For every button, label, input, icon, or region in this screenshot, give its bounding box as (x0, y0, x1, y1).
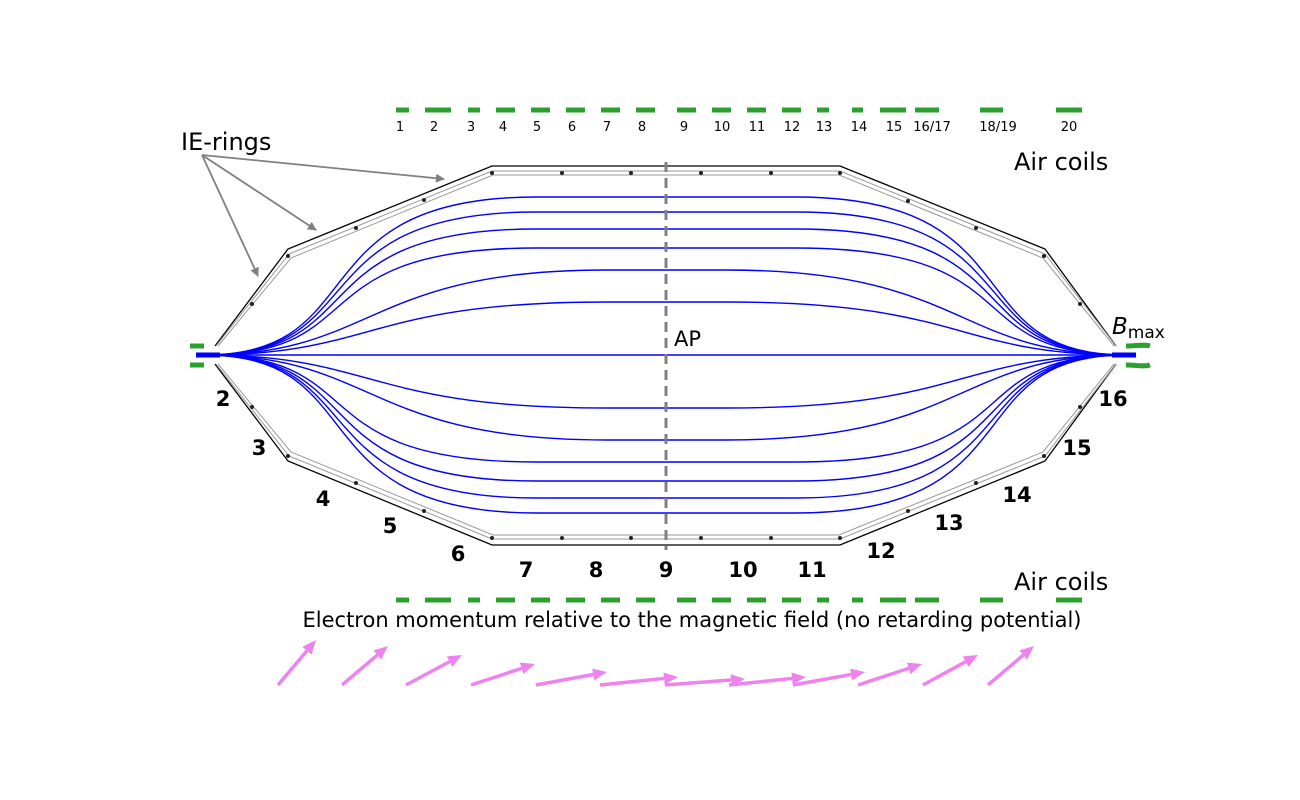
coil-number: 8 (638, 120, 646, 135)
field-line (204, 354, 1126, 463)
air-coils-top-label: Air coils (1014, 148, 1108, 176)
arrow-icon (535, 668, 607, 687)
ring-electrode-dot (629, 536, 633, 540)
arrow-icon (201, 154, 259, 277)
ring-electrode-dot (560, 171, 564, 175)
bmax-label: Bmax (1112, 314, 1165, 343)
arrow-icon (201, 154, 445, 183)
end-magnets (190, 342, 1151, 369)
analyzing-plane-label: AP (674, 327, 701, 351)
ie-pointer-arrows (201, 154, 445, 277)
segment-number: 10 (728, 558, 757, 582)
ring-electrode-dot (1042, 454, 1046, 458)
ring-electrode-dot (699, 171, 703, 175)
coil-number: 13 (816, 120, 833, 135)
arrow-icon (276, 640, 316, 687)
ring-electrode-dot (1078, 302, 1082, 306)
coil-number: 14 (851, 120, 868, 135)
bmax-subscript: max (1128, 323, 1165, 343)
coil-number: 5 (533, 120, 541, 135)
arrow-icon (405, 655, 462, 687)
coil-number: 11 (749, 120, 766, 135)
ring-electrode-dot (629, 171, 633, 175)
arrow-icon (857, 662, 922, 687)
segment-number: 12 (866, 539, 895, 563)
ring-electrode-dot (354, 481, 358, 485)
coil-number: 3 (467, 120, 475, 135)
segment-number: 3 (252, 436, 267, 460)
ring-electrode-dot (422, 198, 426, 202)
momentum-arrows (276, 640, 1034, 687)
field-line (204, 354, 1126, 514)
ring-electrode-dot (286, 254, 290, 258)
arrow-icon (922, 655, 978, 687)
bmax-main: B (1112, 314, 1128, 340)
ie-rings-label: IE-rings (181, 128, 271, 156)
coil-numbers: 1 2 3 4 5 6 7 8 9 10 11 12 13 14 15 16/17 18/19 20 (396, 120, 1077, 135)
coil-number: 1 (396, 120, 404, 135)
segment-number: 14 (1002, 483, 1031, 507)
ring-electrode-dot (250, 405, 254, 409)
segment-number: 2 (216, 387, 231, 411)
arrow-icon (986, 646, 1034, 687)
coil-number: 20 (1061, 120, 1078, 135)
coil-number: 9 (680, 120, 688, 135)
segment-number: 16 (1098, 387, 1127, 411)
field-line (204, 269, 1126, 356)
segment-number: 15 (1062, 436, 1091, 460)
ring-electrode-dot (769, 536, 773, 540)
segment-number: 8 (589, 558, 604, 582)
segment-number: 6 (451, 542, 466, 566)
ring-electrode-dot (699, 536, 703, 540)
ring-electrode-dot (490, 536, 494, 540)
ring-electrode-dot (974, 226, 978, 230)
momentum-caption: Electron momentum relative to the magnet… (303, 608, 1082, 632)
arrow-icon (728, 672, 806, 687)
segment-number: 5 (383, 514, 398, 538)
coil-number: 6 (568, 120, 576, 135)
coil-number: 12 (784, 120, 801, 135)
field-line (204, 301, 1126, 356)
ring-electrode-dot (1042, 254, 1046, 258)
coil-number: 2 (430, 120, 438, 135)
ring-electrode-dot (286, 454, 290, 458)
ring-electrode-dot (560, 536, 564, 540)
coil-number: 18/19 (979, 120, 1016, 135)
arrow-icon (599, 672, 678, 687)
coil-number: 4 (499, 120, 507, 135)
segment-numbers: 2 3 4 5 6 7 8 9 10 11 12 13 14 15 16 (216, 387, 1128, 582)
arrow-icon (470, 662, 535, 687)
ring-electrode-dot (769, 171, 773, 175)
coil-number: 15 (886, 120, 903, 135)
ring-electrode-dot (422, 509, 426, 513)
coil-number: 10 (714, 120, 731, 135)
ring-electrode-dots (250, 171, 1082, 540)
ring-electrode-dot (838, 536, 842, 540)
air-coils-bottom-label: Air coils (1014, 568, 1108, 596)
ring-electrode-dot (906, 509, 910, 513)
ring-electrode-dot (838, 171, 842, 175)
segment-number: 9 (659, 558, 674, 582)
arrow-icon (340, 646, 388, 687)
arrow-icon (201, 154, 317, 231)
field-line (204, 354, 1126, 482)
ring-electrode-dot (354, 226, 358, 230)
segment-number: 13 (934, 511, 963, 535)
ring-electrode-dot (906, 199, 910, 203)
ring-electrode-dot (1078, 405, 1082, 409)
ring-electrode-dot (250, 302, 254, 306)
ring-electrode-dot (974, 481, 978, 485)
segment-number: 7 (519, 558, 534, 582)
segment-number: 11 (797, 558, 826, 582)
coil-number: 7 (603, 120, 611, 135)
ring-electrode-dot (490, 171, 494, 175)
arrow-icon (792, 668, 865, 687)
segment-number: 4 (316, 487, 331, 511)
coil-number: 16/17 (913, 120, 950, 135)
